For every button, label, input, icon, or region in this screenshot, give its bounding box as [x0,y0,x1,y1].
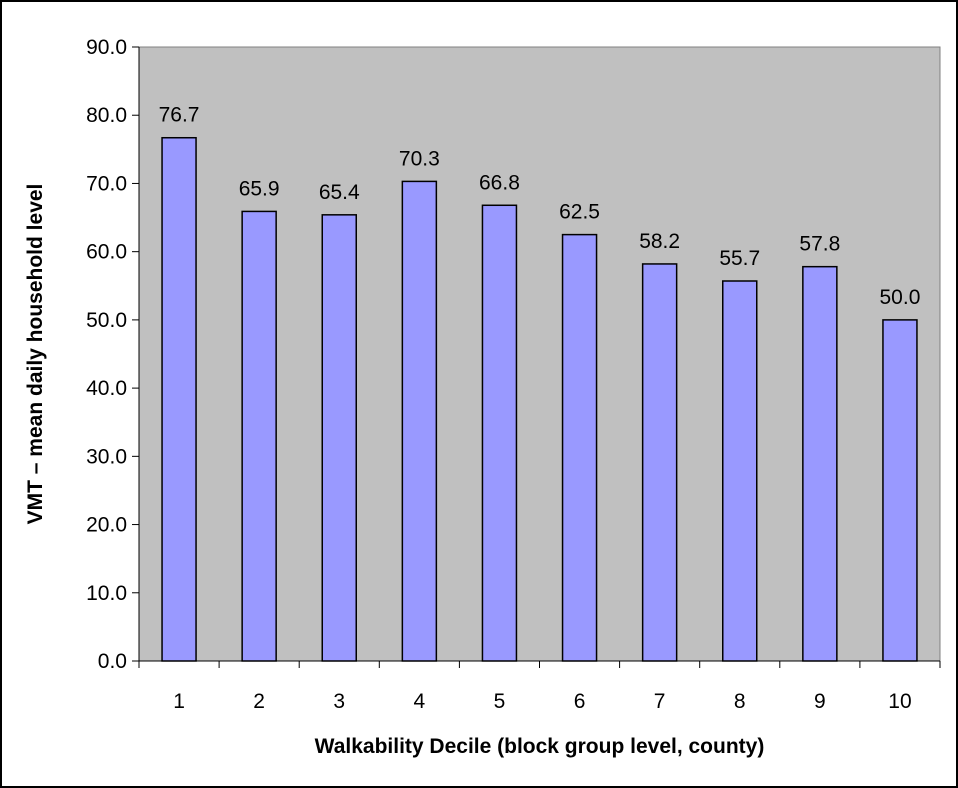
x-tick-label: 1 [173,690,185,713]
data-label: 66.8 [479,171,520,194]
bar [161,136,197,662]
x-axis-title: Walkability Decile (block group level, c… [315,735,765,758]
y-tick-label: 40.0 [86,377,127,400]
bar [561,233,598,662]
data-label: 58.2 [639,230,680,253]
x-tick-label: 5 [494,690,506,713]
bar [321,214,357,662]
data-labels: 76.7 65.9 65.4 70.3 66.8 62.5 58.2 55.7 57.8 50.0 [159,104,921,309]
y-axis-title: VMT – mean daily household level [24,184,47,525]
y-tick-label: 80.0 [86,104,127,127]
y-tick-label: 90.0 [86,36,127,59]
y-tick-label: 0.0 [98,650,127,673]
data-label: 62.5 [559,201,600,224]
x-tick-label: 6 [574,690,586,713]
x-tick-label: 3 [333,690,345,713]
x-tick-label: 2 [253,690,265,713]
bar [641,263,678,662]
data-label: 70.3 [399,147,440,170]
x-tick-label: 9 [814,690,826,713]
data-label: 50.0 [880,286,921,309]
y-tick-label: 60.0 [86,241,127,264]
bar [481,204,518,662]
y-tick-label: 20.0 [86,514,127,537]
y-tick-label: 10.0 [86,582,127,605]
y-tick-label: 30.0 [86,445,127,468]
bar [722,280,758,662]
bar [241,210,277,662]
x-tick-label: 10 [888,690,911,713]
bar [802,265,838,662]
x-tick-label: 8 [734,690,746,713]
data-label: 76.7 [159,104,200,127]
data-label: 65.9 [239,177,280,200]
x-tick-label: 7 [654,690,666,713]
y-tick-label: 70.0 [86,172,127,195]
data-label: 65.4 [319,181,360,204]
bar [882,319,918,662]
y-axis-ticks: 0.0 10.0 20.0 30.0 40.0 50.0 60.0 70.0 80.0 90.0 [86,36,139,673]
data-label: 55.7 [719,247,760,270]
data-label: 57.8 [799,233,840,256]
x-axis-ticks: 1 2 3 4 5 6 7 8 9 10 [138,661,941,713]
bar [401,180,438,662]
x-tick-label: 4 [414,690,426,713]
y-tick-label: 50.0 [86,309,127,332]
